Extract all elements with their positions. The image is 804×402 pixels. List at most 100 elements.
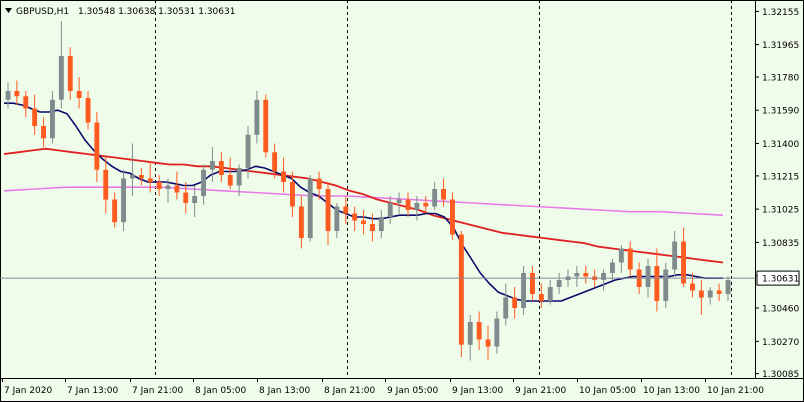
candle-body	[423, 203, 429, 207]
candle-body	[147, 178, 153, 182]
time-tick-label: 9 Jan 21:00	[515, 386, 567, 396]
symbol-label: GBPUSD,H1	[16, 7, 69, 17]
moving-averages	[3, 102, 724, 302]
candle-body	[94, 122, 100, 170]
time-tick-label: 8 Jan 13:00	[259, 386, 311, 396]
candle-body	[325, 189, 331, 231]
candle-body	[663, 269, 669, 301]
candle-body	[138, 175, 144, 179]
candle-body	[361, 220, 366, 224]
candle-body	[405, 199, 411, 210]
candle-body	[112, 199, 118, 223]
time-tick-label: 8 Jan 21:00	[324, 386, 376, 396]
candle-body	[281, 171, 286, 182]
candle-body	[441, 189, 446, 200]
candle-body	[245, 134, 251, 169]
symbol-dropdown-icon[interactable]	[5, 8, 12, 13]
candle-body	[334, 206, 340, 231]
candle-body	[387, 203, 393, 217]
candle-body	[370, 224, 375, 231]
price-tick-label: 1.31215	[762, 172, 799, 182]
candle-body	[192, 196, 198, 203]
candle-body	[467, 322, 473, 345]
candle-body	[5, 91, 11, 100]
price-tick-label: 1.30085	[762, 370, 799, 380]
candle-body	[227, 175, 233, 186]
candle-body	[601, 273, 606, 280]
candle-body	[725, 280, 731, 294]
candle-body	[654, 266, 660, 301]
candle-body	[458, 234, 464, 345]
candle-body	[681, 241, 686, 284]
candle-body	[316, 178, 322, 189]
candle-body	[210, 161, 215, 170]
candle-body	[183, 192, 189, 203]
ohlc-values: 1.30548 1.30638 1.30531 1.30631	[78, 7, 235, 17]
candle-body	[645, 266, 651, 287]
candle-body	[23, 96, 29, 109]
candles	[5, 21, 731, 361]
candle-body	[556, 280, 562, 287]
candle-body	[156, 182, 162, 189]
price-tick-label: 1.31025	[762, 206, 799, 216]
candle-body	[352, 213, 358, 221]
candle-body	[414, 203, 420, 210]
candle-body	[707, 290, 713, 298]
current-price-label: 1.30631	[762, 275, 799, 285]
ma-mid-line	[3, 147, 724, 264]
candle-body	[396, 199, 402, 203]
candle-body	[521, 273, 526, 308]
candle-body	[716, 290, 722, 294]
candle-body	[298, 206, 304, 238]
candle-body	[290, 182, 295, 207]
candle-body	[307, 178, 313, 238]
candle-body	[690, 283, 695, 291]
time-tick-label: 7 Jan 13:00	[67, 386, 119, 396]
candle-body	[85, 98, 91, 123]
candle-body	[547, 287, 553, 301]
candle-body	[476, 322, 482, 340]
candle-body	[130, 175, 135, 179]
candle-body	[698, 290, 704, 298]
ma-fast-line	[4, 102, 723, 302]
time-tick-label: 7 Jan 2020	[4, 386, 52, 396]
candle-body	[627, 248, 633, 270]
candle-body	[67, 56, 73, 91]
candle-body	[432, 189, 438, 207]
candle-body	[538, 294, 544, 301]
price-axis: 1.32155 1.31965 1.31780 1.31590 1.31400 1.312…	[755, 8, 799, 380]
candle-body	[672, 241, 678, 270]
time-tick-label: 10 Jan 05:00	[579, 386, 636, 396]
time-tick-label: 8 Jan 05:00	[195, 386, 247, 396]
price-tick-label: 1.32155	[762, 8, 799, 18]
price-tick-label: 1.31400	[762, 140, 799, 150]
candle-body	[174, 185, 180, 193]
price-tick-label: 1.31780	[762, 74, 799, 84]
candle-body	[254, 99, 260, 135]
candle-body	[610, 262, 615, 273]
current-price-tag	[756, 270, 800, 286]
candle-body	[14, 91, 20, 97]
time-tick-label: 9 Jan 05:00	[387, 386, 439, 396]
time-axis: 7 Jan 2020 7 Jan 13:00 7 Jan 21:00 8 Jan 05…	[2, 378, 764, 396]
candle-body	[41, 126, 46, 139]
price-tick-label: 1.30270	[762, 338, 799, 348]
candle-body	[165, 185, 171, 189]
candle-body	[503, 297, 509, 319]
candle-body	[494, 318, 500, 347]
candle-body	[485, 339, 491, 347]
time-tick-label: 10 Jan 13:00	[643, 386, 700, 396]
price-tick-label: 1.31965	[762, 41, 799, 51]
candle-body	[263, 99, 269, 153]
candle-body	[450, 199, 455, 235]
candle-body	[272, 152, 278, 172]
candle-body	[103, 169, 109, 200]
price-tick-label: 1.30835	[762, 239, 799, 249]
candle-body	[236, 168, 242, 186]
candle-body	[76, 91, 82, 98]
candle-body	[583, 273, 589, 277]
price-tick-label: 1.30460	[762, 305, 799, 315]
